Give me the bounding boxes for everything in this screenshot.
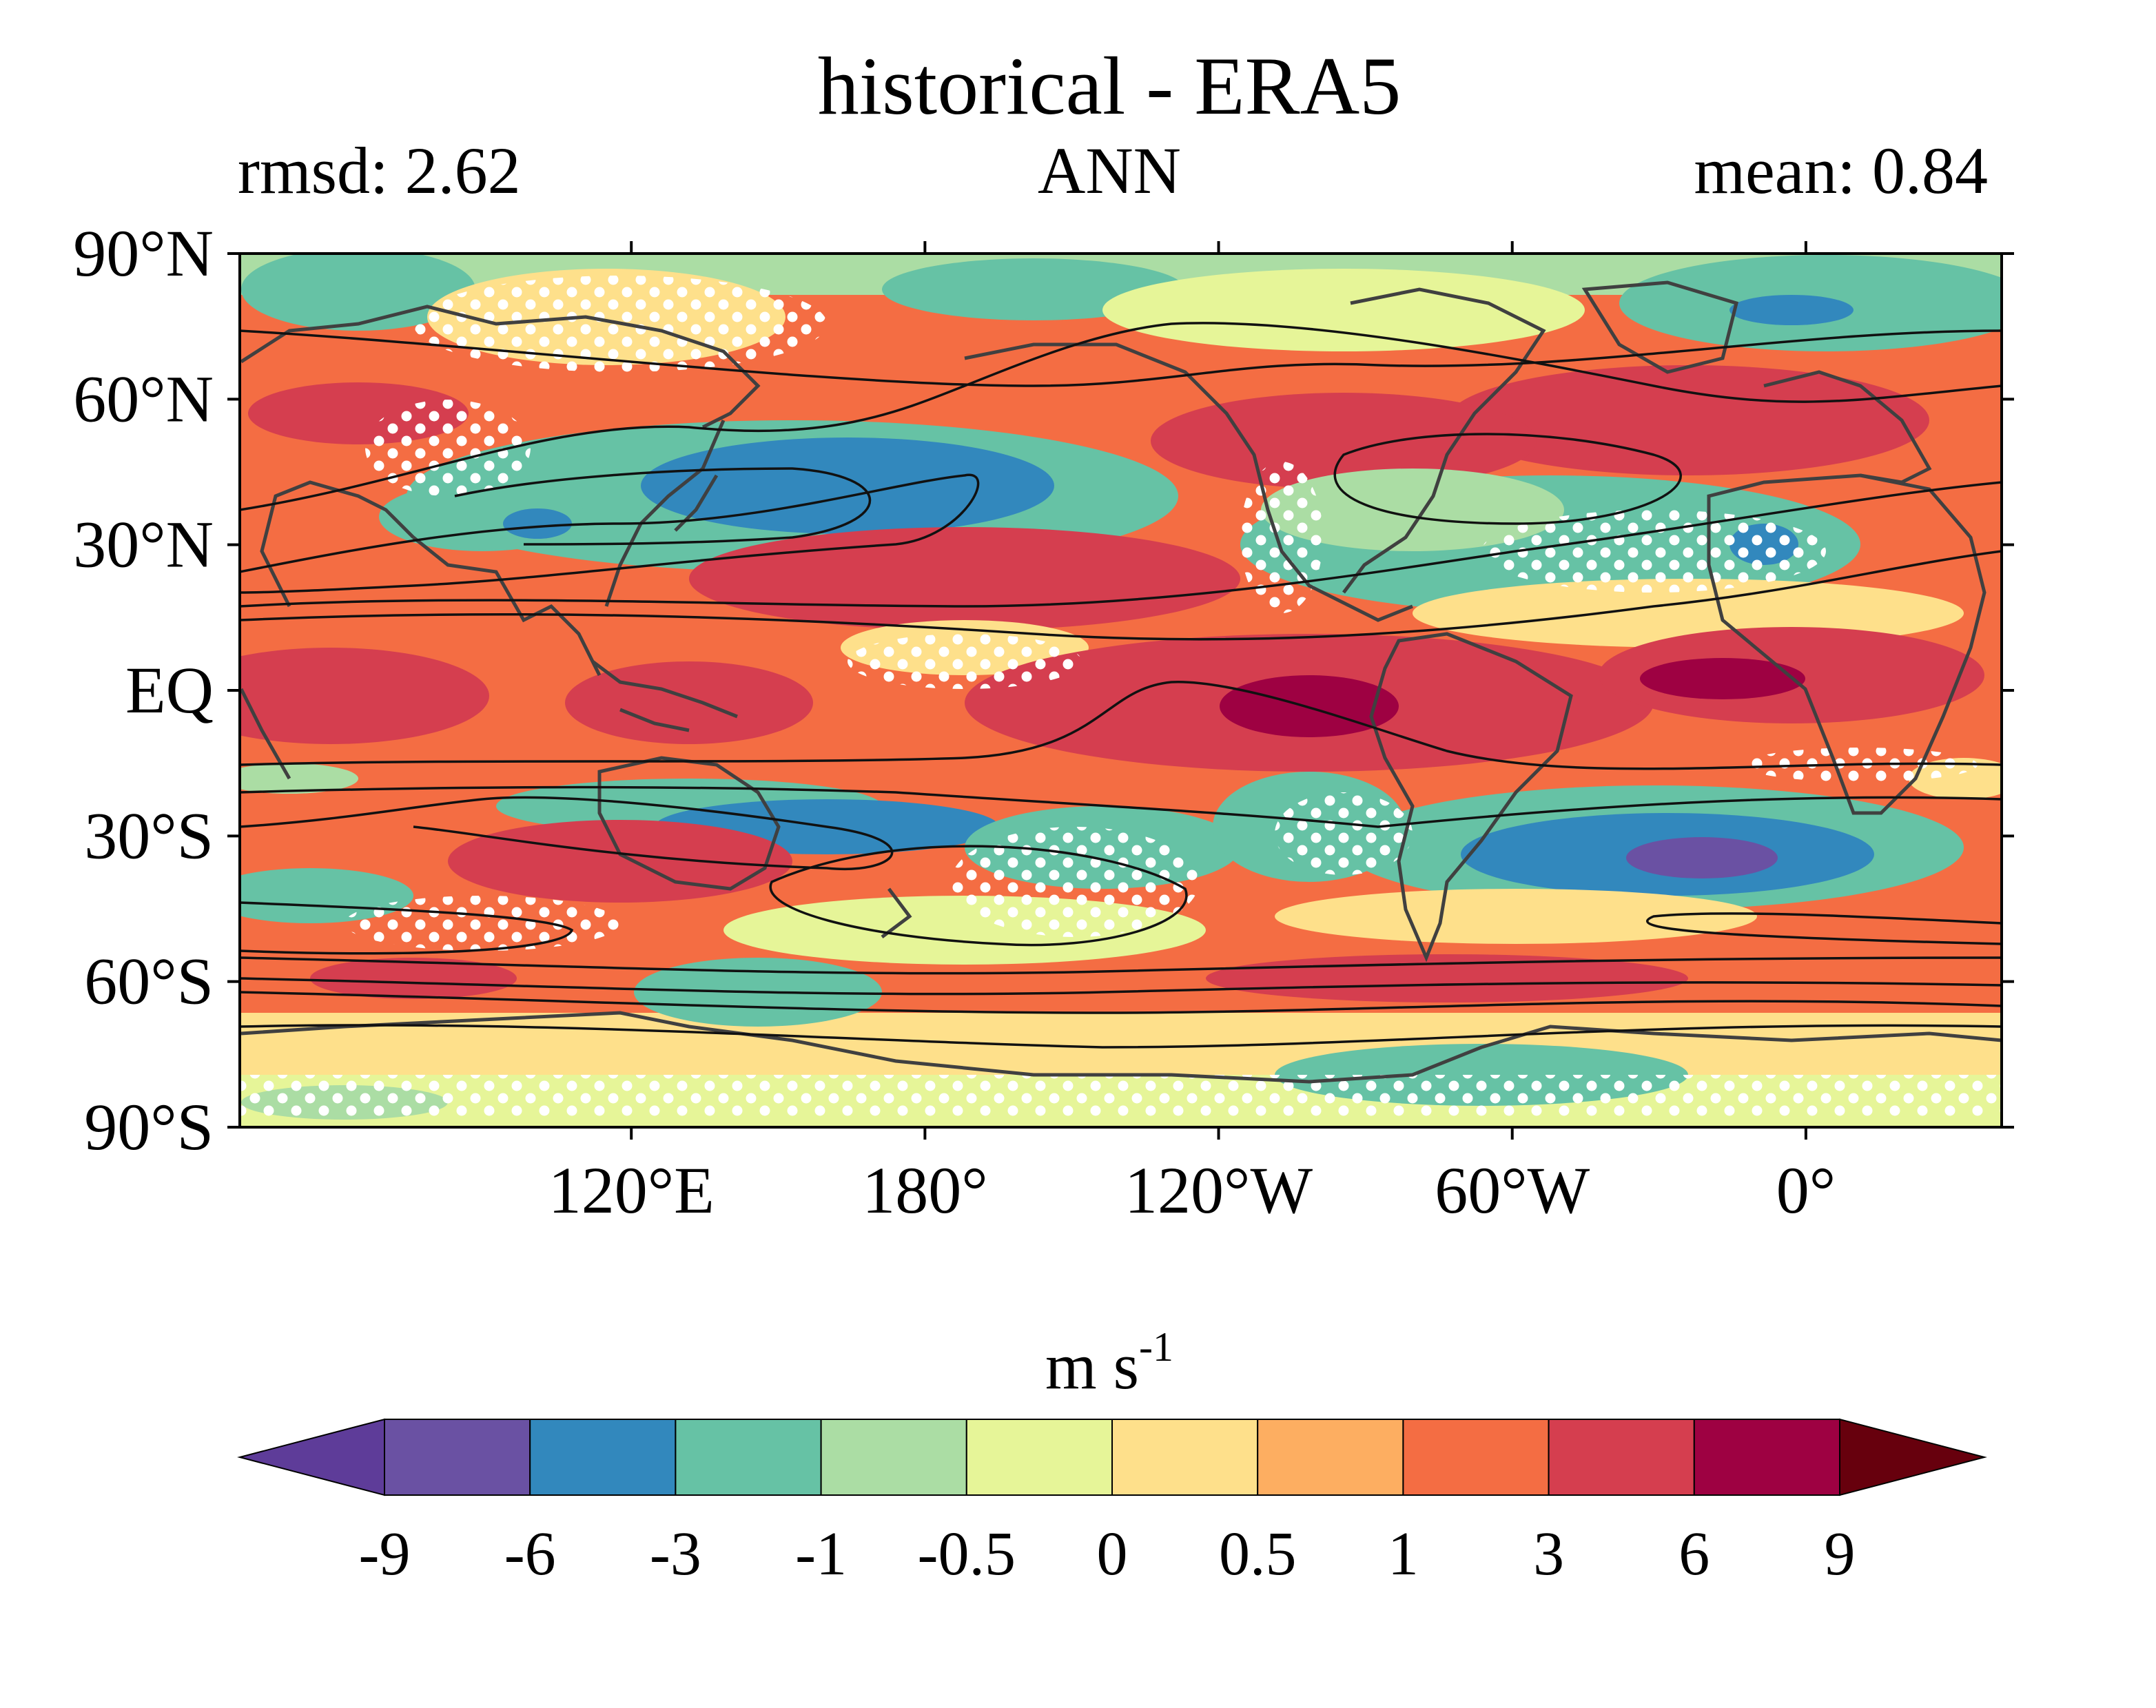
colorbar-extend-low [237,1418,385,1496]
plot-title: historical - ERA5 [818,40,1402,132]
mean-label: mean: 0.84 [1694,134,1988,207]
colorbar-block [675,1419,822,1496]
lat-tick-label: 30°S [84,799,214,872]
climatology-contours [240,322,2002,1049]
colorbar-tick-label: 9 [1825,1520,1856,1588]
colorbar-units: m s-1 [1045,1324,1173,1403]
colorbar-block [1693,1419,1841,1496]
lon-tick-label: 120°E [548,1153,715,1227]
bias-field [240,254,2002,1127]
colorbar-tick-label: -0.5 [918,1520,1016,1588]
colorbar-blocks [237,1418,1987,1496]
colorbar-units-exponent: -1 [1139,1324,1173,1370]
lon-tick-label: 120°W [1125,1153,1313,1227]
colorbar-block [965,1419,1113,1496]
lon-axis: 120°E 180° 120°W 60°W 0° [548,241,1836,1227]
lon-tick-label: 60°W [1435,1153,1590,1227]
colorbar-block [384,1419,531,1496]
lat-tick-label: 30°N [73,508,214,582]
lat-axis: 90°N 60°N 30°N EQ 30°S 60°S 90°S [73,216,2014,1164]
lon-tick-label: 0° [1776,1153,1836,1227]
lon-tick-label: 180° [862,1153,987,1227]
rmsd-label: rmsd: 2.62 [238,134,521,207]
coastlines [240,280,2002,1084]
colorbar-block [1111,1419,1259,1496]
colorbar-tick-label: 6 [1678,1520,1710,1588]
colorbar-block [1548,1419,1695,1496]
colorbar-tick-label: 1 [1388,1520,1419,1588]
colorbar-block [1402,1419,1550,1496]
colorbar: m s-1 -9 -6 -3 -1 -0.5 0 0.5 1 3 6 9 [237,1324,1987,1588]
lat-tick-label: 90°S [84,1090,214,1164]
colorbar-ticks: -9 -6 -3 -1 -0.5 0 0.5 1 3 6 9 [359,1520,1856,1588]
lat-tick-label: EQ [125,653,214,727]
colorbar-extend-high [1839,1418,1987,1496]
colorbar-block [529,1419,677,1496]
colorbar-tick-label: -6 [504,1520,556,1588]
colorbar-tick-label: -3 [650,1520,701,1588]
colorbar-tick-label: -1 [795,1520,847,1588]
colorbar-units-base: m s [1045,1329,1139,1403]
lat-tick-label: 60°S [84,945,214,1018]
season-label: ANN [1038,134,1181,207]
colorbar-tick-label: 0.5 [1219,1520,1297,1588]
colorbar-tick-label: 0 [1097,1520,1128,1588]
colorbar-block [1257,1419,1404,1496]
colorbar-tick-label: -9 [359,1520,411,1588]
colorbar-block [820,1419,967,1496]
colorbar-tick-label: 3 [1533,1520,1564,1588]
lat-tick-label: 60°N [73,362,214,435]
lat-tick-label: 90°N [73,216,214,290]
